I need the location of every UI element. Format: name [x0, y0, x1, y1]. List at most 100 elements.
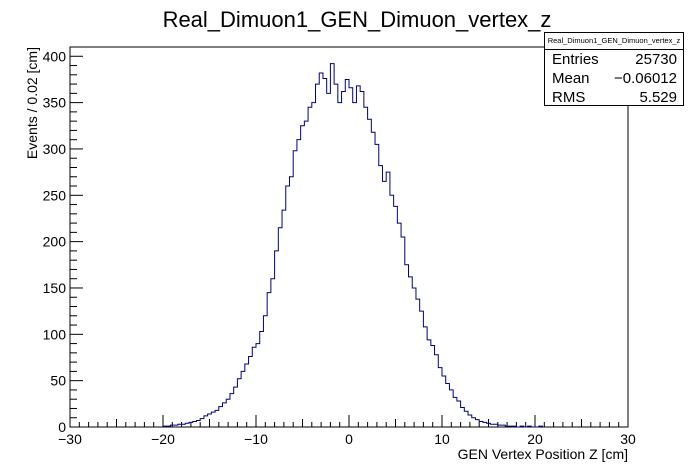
histogram-bin: [349, 88, 353, 427]
histogram-bin: [364, 107, 368, 427]
histogram-bin: [446, 383, 450, 427]
stats-row-entries: Entries 25730: [545, 50, 683, 69]
histogram-bin: [196, 421, 200, 427]
histogram-bin: [475, 420, 479, 427]
histogram-bin: [405, 265, 409, 427]
histogram-bin: [379, 166, 383, 427]
histogram-bin: [390, 195, 394, 427]
y-tick-label: 150: [43, 280, 67, 296]
x-tick-label: −10: [244, 431, 268, 447]
histogram-bin: [215, 410, 219, 427]
histogram-bin: [297, 140, 301, 427]
histogram-bin: [397, 223, 401, 427]
y-tick-label: 50: [50, 373, 66, 389]
histogram-bin: [338, 103, 342, 427]
histogram-bin: [312, 103, 316, 427]
histogram-bin: [200, 419, 204, 427]
histogram-outline: [162, 63, 543, 428]
histogram-bin: [301, 126, 305, 427]
histogram-bin: [356, 86, 360, 427]
x-axis: −30 −20 −10 0 10 20 30: [58, 415, 636, 447]
histogram-bin: [382, 181, 386, 427]
y-tick-label: 250: [43, 187, 67, 203]
histogram-bin: [412, 288, 416, 427]
y-axis: 0 50 100 150 200 250 300 350 400: [43, 46, 83, 435]
histogram-bin: [223, 403, 227, 427]
histogram-bin: [219, 407, 223, 427]
histogram-bin: [237, 379, 241, 427]
y-tick-label: 100: [43, 326, 67, 342]
histogram-bin: [353, 103, 357, 427]
histogram-bin: [234, 387, 238, 427]
histogram-bin: [230, 394, 234, 427]
histogram-bin: [204, 416, 208, 427]
histogram-bin: [293, 151, 297, 427]
stats-entries-label: Entries: [552, 51, 599, 68]
histogram-bin: [193, 421, 197, 427]
histogram-bin: [386, 172, 390, 427]
histogram-bin: [368, 119, 372, 427]
stats-entries-value: 25730: [635, 51, 677, 68]
histogram-bin: [252, 347, 256, 427]
y-tick-label: 0: [58, 419, 66, 435]
histogram-bin: [453, 397, 457, 427]
histogram-bin: [263, 316, 267, 427]
histogram-bin: [323, 79, 327, 427]
histogram-bin: [483, 422, 487, 427]
histogram-bin: [260, 332, 264, 427]
histogram-bin: [282, 210, 286, 427]
histogram-bin: [271, 279, 275, 427]
histogram-bin: [308, 107, 312, 427]
histogram-bin: [409, 277, 413, 427]
stats-rms-value: 5.529: [639, 89, 677, 106]
histogram-bin: [211, 412, 215, 427]
histogram-bin: [401, 237, 405, 427]
stats-row-rms: RMS 5.529: [545, 88, 683, 107]
x-tick-label: −20: [151, 431, 175, 447]
histogram-bin: [442, 376, 446, 427]
stats-title: Real_Dimuon1_GEN_Dimuon_vertex_z: [545, 33, 683, 50]
y-axis-label: Events / 0.02 [cm]: [24, 47, 40, 159]
histogram-bin: [275, 251, 279, 427]
histogram-bin: [472, 418, 476, 427]
histogram-bin: [241, 371, 245, 427]
histogram-bin: [435, 355, 439, 427]
histogram-bin: [342, 91, 346, 427]
histogram-bin: [464, 411, 468, 427]
histogram-bin: [286, 186, 290, 427]
x-tick-label: −30: [58, 431, 82, 447]
x-axis-label: GEN Vertex Position Z [cm]: [458, 446, 628, 462]
x-tick-label: 30: [620, 431, 636, 447]
histogram-bin: [304, 121, 308, 427]
histogram-bins: [163, 64, 542, 427]
histogram-bin: [431, 345, 435, 427]
histogram-bin: [330, 64, 334, 427]
histogram-bin: [245, 364, 249, 427]
histogram-bin: [249, 357, 253, 427]
histogram-bin: [375, 144, 379, 427]
histogram-bin: [316, 84, 320, 427]
histogram-bin: [427, 340, 431, 427]
histogram-bin: [319, 73, 323, 427]
histogram-bin: [278, 228, 282, 427]
histogram-bin: [420, 311, 424, 427]
histogram-bin: [416, 299, 420, 427]
stats-mean-value: −0.06012: [614, 70, 677, 87]
x-tick-label: 0: [345, 431, 353, 447]
histogram-bin: [345, 79, 349, 427]
histogram-bin: [334, 84, 338, 427]
histogram-bin: [289, 177, 293, 427]
y-tick-label: 200: [43, 234, 67, 250]
stats-rms-label: RMS: [552, 89, 586, 106]
stats-box: Real_Dimuon1_GEN_Dimuon_vertex_z Entries…: [544, 32, 684, 106]
histogram-bin: [327, 93, 331, 427]
histogram-bin: [267, 293, 271, 427]
histogram-bin: [256, 344, 260, 427]
y-tick-label: 350: [43, 95, 67, 111]
histogram-bin: [423, 327, 427, 427]
histogram-bin: [371, 132, 375, 427]
histogram-bin: [394, 206, 398, 427]
stats-row-mean: Mean −0.06012: [545, 69, 683, 88]
chart-title: Real_Dimuon1_GEN_Dimuon_vertex_z: [163, 7, 552, 32]
